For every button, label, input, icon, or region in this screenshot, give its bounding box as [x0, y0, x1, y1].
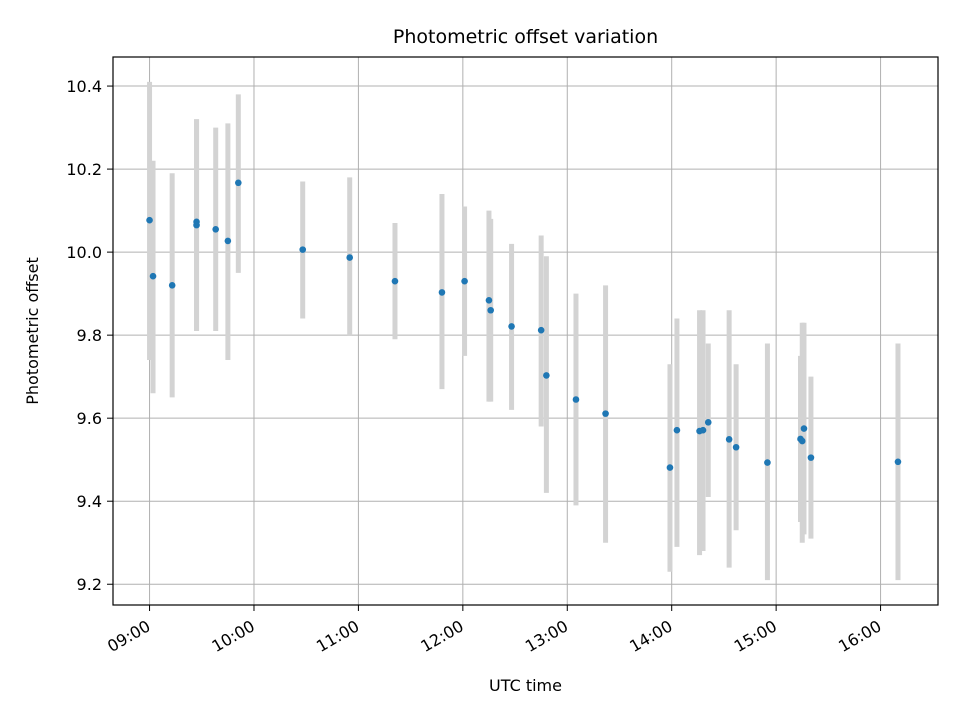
data-point [704, 419, 712, 426]
x-axis-title: UTC time [489, 676, 562, 695]
data-point [212, 225, 219, 233]
data-point [391, 277, 399, 285]
y-tick-label: 10.2 [66, 160, 102, 179]
chart-title: Photometric offset variation [393, 26, 658, 48]
y-tick-label: 9.2 [77, 575, 102, 594]
grid [113, 57, 938, 605]
data-point [146, 216, 153, 224]
data-point [346, 254, 354, 261]
data-point [299, 246, 307, 253]
y-tick-label: 9.6 [77, 409, 102, 428]
y-tick-label: 9.8 [77, 326, 102, 345]
data-point [438, 289, 446, 296]
data-point [193, 221, 200, 229]
plot-area: 09:00 10:00 11:00 12:00 13:00 14:00 15:00 16:00… [66, 56, 939, 656]
data-point [487, 306, 494, 314]
y-axis-title: Photometric offset [23, 257, 42, 405]
data-point [699, 426, 707, 434]
data-point [725, 436, 733, 443]
y-tick-label: 10.4 [66, 77, 102, 96]
data-point [602, 410, 609, 417]
y-tick-label: 10.0 [66, 243, 102, 262]
data-point [798, 437, 806, 445]
y-axis: 9.2 9.4 9.6 9.8 10.0 10.2 10.4 [66, 77, 113, 594]
data-point [666, 464, 674, 471]
data-point [537, 326, 545, 334]
data-point [673, 426, 681, 434]
data-point [894, 458, 902, 466]
data-point [807, 454, 815, 461]
data-point [508, 323, 515, 330]
data-point [543, 372, 550, 379]
data-point [224, 237, 232, 245]
data-point [461, 277, 468, 285]
data-point [235, 179, 242, 187]
data-points [146, 179, 902, 471]
data-point [168, 282, 176, 289]
data-point [800, 425, 808, 432]
data-point [149, 272, 157, 280]
y-tick-label: 9.4 [77, 492, 102, 511]
data-point [485, 296, 493, 304]
data-point [732, 443, 740, 451]
data-point [572, 396, 580, 403]
data-point [764, 459, 771, 466]
axes-frame [112, 56, 939, 606]
